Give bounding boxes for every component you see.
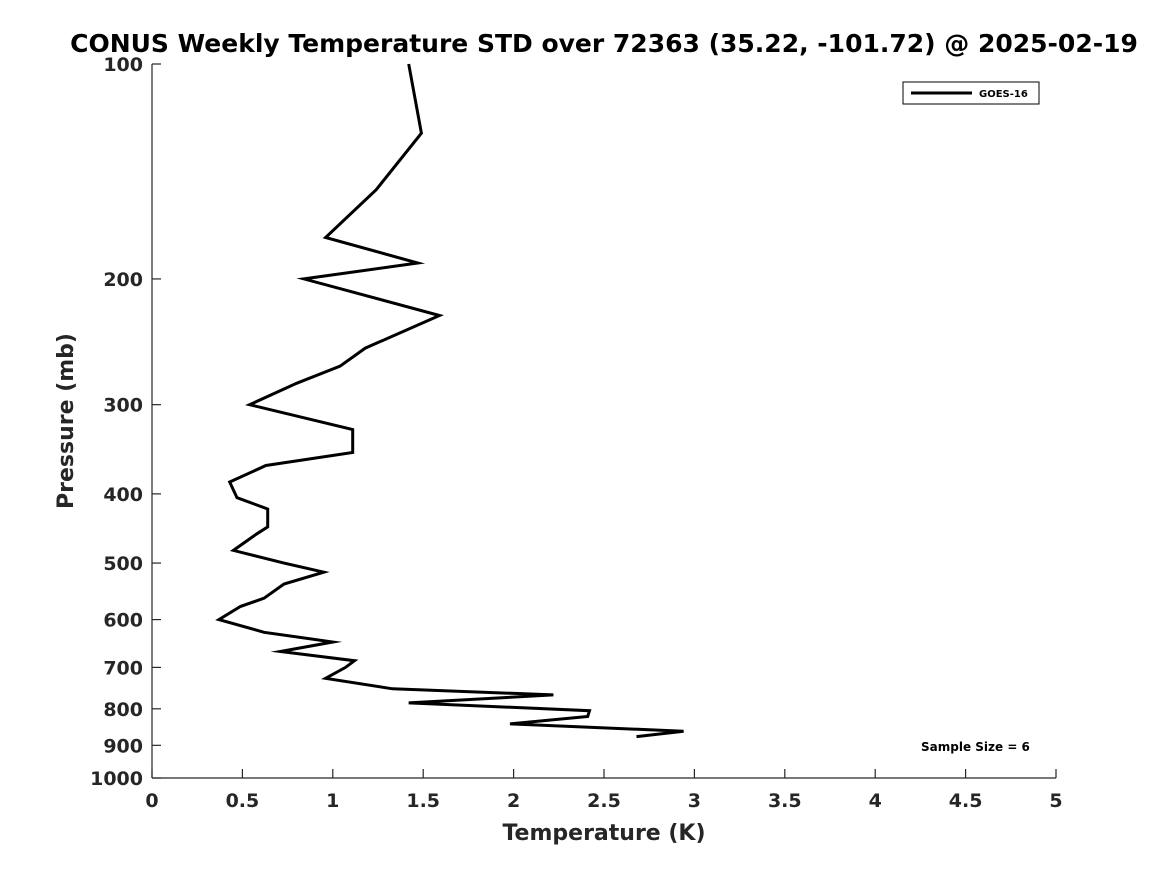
y-tick-label: 900 xyxy=(103,735,143,757)
y-tick-label: 800 xyxy=(103,699,143,721)
y-tick-label: 100 xyxy=(103,54,143,76)
y-tick-label: 600 xyxy=(103,610,143,632)
legend: GOES-16 xyxy=(902,81,1040,105)
x-tick-label: 2.5 xyxy=(587,790,621,812)
legend-label-goes-16: GOES-16 xyxy=(979,89,1028,100)
x-tick-label: 3 xyxy=(688,790,701,812)
y-tick-label: 700 xyxy=(103,657,143,679)
x-axis-ticks: 0 0.5 1 1.5 2 2.5 3 3.5 4 4.5 5 xyxy=(145,769,1063,812)
y-tick-label: 500 xyxy=(103,553,143,575)
sample-size-annotation: Sample Size = 6 xyxy=(921,740,1030,754)
y-tick-label: 1000 xyxy=(90,768,143,790)
x-tick-label: 5 xyxy=(1049,790,1062,812)
y-axis-label: Pressure (mb) xyxy=(54,333,79,509)
x-tick-label: 1.5 xyxy=(406,790,440,812)
axes-frame xyxy=(151,64,1056,779)
y-axis-ticks: 100 200 300 400 500 600 700 800 900 1000 xyxy=(90,54,161,790)
chart-title: CONUS Weekly Temperature STD over 72363 … xyxy=(70,29,1138,58)
x-tick-label: 1 xyxy=(326,790,339,812)
x-tick-label: 0 xyxy=(145,790,158,812)
x-tick-label: 4 xyxy=(869,790,882,812)
x-axis-label: Temperature (K) xyxy=(502,821,705,846)
y-tick-label: 200 xyxy=(103,269,143,291)
y-tick-label: 400 xyxy=(103,484,143,506)
y-tick-label: 300 xyxy=(103,395,143,417)
series-line-goes-16 xyxy=(215,63,684,739)
x-tick-label: 0.5 xyxy=(226,790,260,812)
x-tick-label: 3.5 xyxy=(768,790,802,812)
x-tick-label: 4.5 xyxy=(949,790,983,812)
x-tick-label: 2 xyxy=(507,790,520,812)
